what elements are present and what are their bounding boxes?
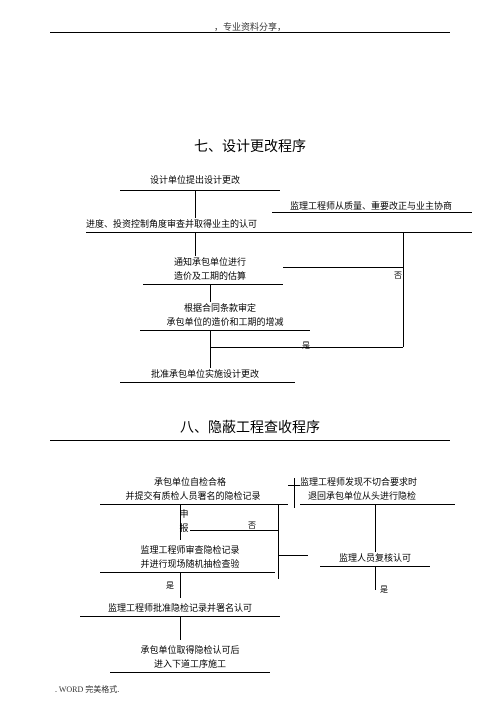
label-yes-b-right: 是 [380,584,388,595]
node-a4-l1: 根据合同条款审定 [160,302,280,316]
edge [190,530,278,531]
section-a-title: 七、设计更改程序 [0,136,500,156]
node-b3-l2: 并进行现场随机抽检查验 [110,558,270,572]
edge [143,284,283,285]
edge [195,232,196,256]
node-a3-l1: 通知承包单位进行 [150,256,270,270]
edge [210,284,211,302]
node-a5: 批准承包单位实施设计更改 [120,368,290,382]
edge [272,212,472,213]
edge [120,190,280,191]
node-b2-l1: 申 [172,508,196,522]
edge [180,504,181,540]
node-b6-l1: 监理工程师发现不切合要求时 [300,476,470,490]
page-footer: . WORD 完美格式. [55,684,119,695]
edge [300,504,455,505]
edge [210,330,211,354]
edge [210,347,403,348]
edge [278,504,279,579]
node-b3-l1: 监理工程师审查隐检记录 [110,544,270,558]
node-b2-l2: 报 [172,522,196,536]
node-b7: 监理人员复核认可 [320,552,430,566]
node-b5-l2: 进入下道工序施工 [110,658,270,672]
edge [375,504,376,552]
edge [180,572,181,598]
edge [195,190,196,218]
node-b1-l1: 承包单位自检合格 [120,476,260,490]
label-yes-b-left: 是 [166,580,174,591]
edge [283,267,403,268]
node-b6-l2: 退回承包单位从头进行隐检 [308,490,478,504]
edge [140,330,310,331]
edge [294,478,295,508]
edge [110,672,270,673]
label-no-a: 否 [394,270,402,281]
node-a1: 设计单位提出设计更改 [130,174,260,188]
node-b1-l2: 并提交有质检人员署名的隐检记录 [98,490,288,504]
edge [100,504,288,505]
section-b-title: 八、隐蔽工程查收程序 [0,417,500,437]
edge [86,232,472,233]
label-no-b: 否 [248,520,256,531]
node-b4: 监理工程师批准隐检记录并署名认可 [80,602,280,616]
node-a2-left: 进度、投资控制角度审查并取得业主的认可 [86,218,306,232]
edge [120,382,295,383]
edge [100,572,275,573]
label-yes-a: 是 [302,340,310,351]
edge [375,566,376,590]
edge [50,440,450,441]
edge [403,232,404,347]
header-rule [50,32,450,33]
node-a3-l2: 造价及工期的估算 [150,270,270,284]
edge [278,555,308,556]
node-b5-l1: 承包单位取得隐检认可后 [110,644,270,658]
edge [210,354,211,368]
edge [180,616,181,640]
node-a4-l2: 承包单位的造价和工期的增减 [140,316,310,330]
